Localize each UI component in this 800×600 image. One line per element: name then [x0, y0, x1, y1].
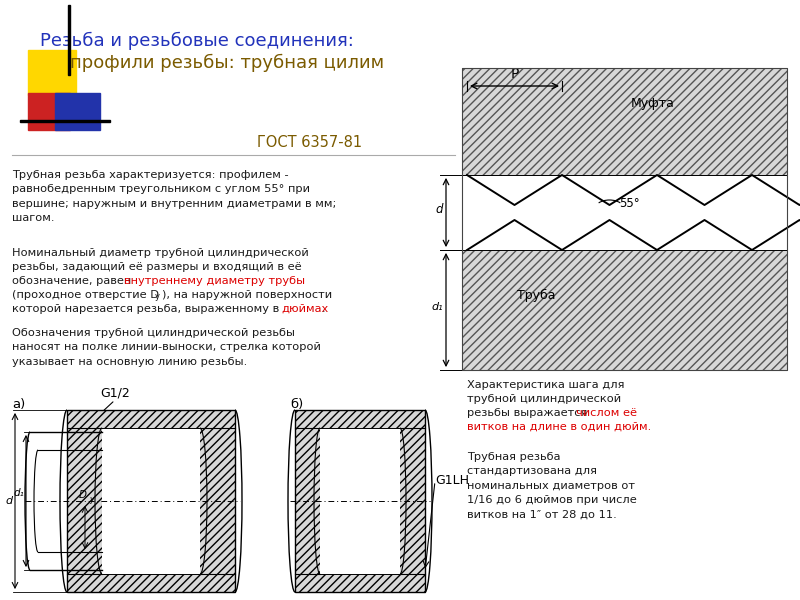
- Bar: [28, 50, 76, 95]
- Text: (проходное отверстие D: (проходное отверстие D: [12, 290, 159, 300]
- Text: Трубная резьба
стандартизована для
номинальных диаметров от
1/16 до 6 дюймов при: Трубная резьба стандартизована для номин…: [467, 452, 637, 520]
- Text: 55°: 55°: [619, 197, 640, 210]
- Text: D: D: [79, 490, 87, 500]
- Bar: [67, 410, 102, 592]
- Bar: [462, 68, 787, 370]
- Bar: [20, 120, 110, 122]
- Text: Труба: Труба: [517, 289, 555, 302]
- Text: G1LH: G1LH: [435, 475, 469, 487]
- Bar: [67, 574, 235, 592]
- Text: у: у: [89, 494, 94, 503]
- Text: трубной цилиндрической: трубной цилиндрической: [467, 394, 621, 404]
- Text: Резьба и резьбовые соединения:: Резьба и резьбовые соединения:: [40, 32, 354, 50]
- Text: резьбы выражается: резьбы выражается: [467, 408, 591, 418]
- Text: d₁: d₁: [431, 302, 443, 312]
- Text: резьбы, задающий её размеры и входящий в её: резьбы, задающий её размеры и входящий в…: [12, 262, 302, 272]
- Bar: [55, 93, 100, 130]
- Text: витков на длине в один дюйм.: витков на длине в один дюйм.: [467, 422, 651, 432]
- Bar: [462, 68, 787, 175]
- Text: внутреннему диаметру трубы: внутреннему диаметру трубы: [124, 276, 305, 286]
- Bar: [400, 410, 425, 592]
- Text: Характеристика шага для: Характеристика шага для: [467, 380, 625, 390]
- Text: Трубная резьба характеризуется: профилем -
равнобедренным треугольником с углом : Трубная резьба характеризуется: профилем…: [12, 170, 336, 223]
- Bar: [462, 250, 787, 370]
- Bar: [295, 410, 320, 592]
- Bar: [68, 5, 70, 75]
- Text: числом её: числом её: [576, 408, 637, 418]
- Bar: [295, 410, 425, 592]
- Text: Номинальный диаметр трубной цилиндрической: Номинальный диаметр трубной цилиндрическ…: [12, 248, 309, 258]
- Text: d: d: [435, 203, 443, 216]
- Text: d: d: [6, 496, 13, 506]
- Text: ), на наружной поверхности: ), на наружной поверхности: [162, 290, 332, 300]
- Text: Муфта: Муфта: [631, 97, 675, 109]
- Text: у: у: [155, 292, 160, 301]
- Text: профили резьбы: трубная цилим: профили резьбы: трубная цилим: [70, 54, 384, 72]
- Text: б): б): [290, 398, 303, 411]
- Text: ГОСТ 6357-81: ГОСТ 6357-81: [258, 135, 362, 150]
- Bar: [295, 574, 425, 592]
- Bar: [67, 410, 235, 428]
- Text: G1/2: G1/2: [100, 387, 130, 400]
- Bar: [67, 410, 235, 592]
- Text: а): а): [12, 398, 26, 411]
- Text: дюймах: дюймах: [281, 304, 328, 314]
- Text: Обозначения трубной цилиндрической резьбы
наносят на полке линии-выноски, стрелк: Обозначения трубной цилиндрической резьб…: [12, 328, 321, 367]
- Bar: [28, 93, 70, 130]
- Bar: [200, 410, 235, 592]
- Text: P: P: [510, 67, 518, 81]
- Text: которой нарезается резьба, выраженному в: которой нарезается резьба, выраженному в: [12, 304, 283, 314]
- Text: d₁: d₁: [14, 488, 24, 498]
- Text: обозначение, равен: обозначение, равен: [12, 276, 135, 286]
- Bar: [295, 410, 425, 428]
- Text: .: .: [322, 304, 326, 314]
